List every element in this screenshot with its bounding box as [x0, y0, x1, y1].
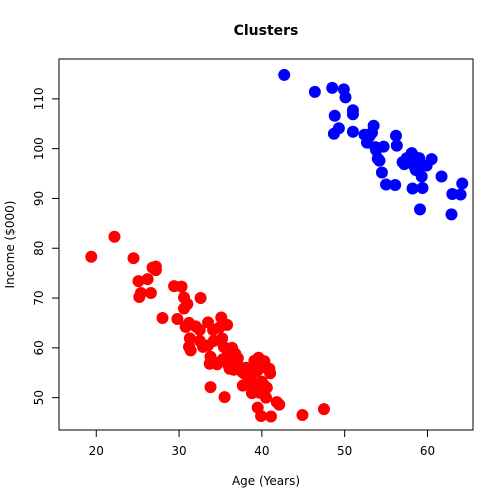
data-point-cluster-1: [236, 379, 249, 392]
data-point-cluster-2: [380, 178, 393, 191]
data-point-cluster-2: [367, 119, 380, 132]
data-point-cluster-2: [346, 125, 359, 138]
data-point-cluster-1: [264, 367, 277, 380]
y-tick-label: 50: [32, 390, 46, 405]
data-point-cluster-1: [317, 403, 330, 416]
x-tick-label: 40: [254, 444, 269, 458]
data-points: [85, 68, 469, 423]
data-point-cluster-2: [389, 129, 402, 142]
data-point-cluster-1: [273, 398, 286, 411]
data-point-cluster-1: [181, 298, 194, 311]
plot-frame: [58, 58, 474, 431]
data-point-cluster-1: [221, 318, 234, 331]
data-point-cluster-1: [260, 391, 272, 404]
data-point-cluster-1: [108, 230, 121, 243]
data-point-cluster-2: [425, 153, 438, 166]
y-tick-label: 90: [32, 191, 46, 206]
data-point-cluster-2: [416, 181, 429, 194]
data-point-cluster-1: [264, 410, 277, 423]
data-point-cluster-2: [454, 188, 467, 201]
y-tick-label: 100: [32, 137, 46, 160]
y-axis: 50 60 70 80 90 100 110: [32, 87, 59, 405]
data-point-cluster-2: [377, 140, 390, 153]
data-point-cluster-1: [260, 381, 273, 394]
data-point-cluster-1: [204, 381, 217, 394]
data-point-cluster-2: [373, 154, 386, 167]
x-axis: 20 30 40 50 60: [89, 430, 435, 458]
y-tick-label: 60: [32, 340, 46, 355]
data-point-cluster-1: [144, 287, 157, 300]
data-point-cluster-1: [194, 292, 207, 305]
data-point-cluster-1: [156, 311, 169, 324]
data-point-cluster-2: [332, 122, 345, 135]
data-point-cluster-2: [390, 139, 403, 152]
data-point-cluster-1: [132, 275, 145, 288]
data-point-cluster-1: [296, 409, 309, 422]
data-point-cluster-1: [134, 287, 147, 300]
data-point-cluster-2: [445, 208, 458, 221]
data-point-cluster-1: [171, 312, 184, 325]
data-point-cluster-2: [456, 177, 469, 190]
data-point-cluster-1: [255, 410, 268, 423]
chart-title: Clusters: [234, 23, 299, 39]
x-tick-label: 20: [89, 444, 104, 458]
data-point-cluster-1: [193, 323, 206, 336]
y-axis-label: Income ($000): [3, 201, 17, 289]
data-point-cluster-2: [389, 178, 402, 191]
data-point-cluster-1: [85, 250, 98, 263]
data-point-cluster-2: [413, 152, 426, 165]
y-tick-label: 70: [32, 290, 46, 305]
data-point-cluster-2: [328, 109, 341, 122]
x-axis-label: Age (Years): [232, 474, 300, 488]
data-point-cluster-1: [184, 344, 197, 357]
x-tick-label: 50: [337, 444, 352, 458]
data-point-cluster-2: [406, 182, 419, 195]
data-point-cluster-1: [149, 260, 162, 273]
data-point-cluster-2: [308, 85, 321, 98]
data-point-cluster-2: [414, 203, 427, 216]
data-point-cluster-2: [375, 166, 388, 179]
data-point-cluster-2: [346, 108, 359, 121]
data-point-cluster-2: [278, 68, 291, 81]
data-point-cluster-1: [175, 280, 188, 293]
data-point-cluster-2: [339, 91, 352, 104]
x-tick-label: 60: [420, 444, 435, 458]
data-point-cluster-2: [435, 170, 448, 183]
data-point-cluster-2: [415, 170, 428, 183]
data-point-cluster-2: [326, 81, 339, 94]
x-tick-label: 30: [171, 444, 186, 458]
y-tick-label: 110: [32, 87, 46, 110]
y-tick-label: 80: [32, 241, 46, 256]
data-point-cluster-1: [127, 252, 140, 265]
data-point-cluster-1: [141, 273, 154, 286]
data-point-cluster-1: [218, 391, 231, 404]
